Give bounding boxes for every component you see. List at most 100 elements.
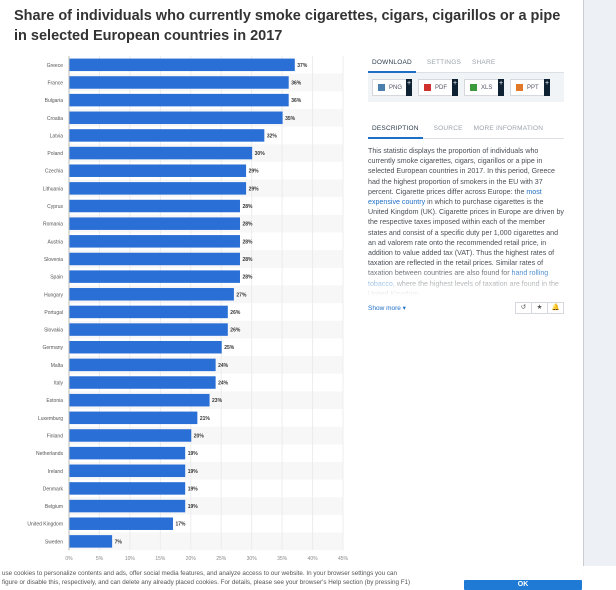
x-tick-label: 35% <box>277 556 288 560</box>
pdf-icon <box>424 84 431 91</box>
category-label: Austria <box>47 239 63 245</box>
category-label: Latvia <box>50 133 64 139</box>
x-tick-label: 30% <box>247 556 258 560</box>
star-icon[interactable]: ★ <box>531 302 548 314</box>
most-expensive-country-link[interactable]: most expensive country <box>368 187 542 207</box>
category-label: Finland <box>47 433 64 439</box>
download-tabs: DOWNLOAD SETTINGS SHARE <box>368 56 564 73</box>
bar-sweden <box>69 535 113 548</box>
plus-icon[interactable]: + <box>498 79 504 96</box>
category-label: Italy <box>54 381 64 387</box>
description-text: This statistic displays the proportion o… <box>368 146 564 296</box>
powerpoint-icon <box>516 84 523 91</box>
data-label: 23% <box>212 398 223 404</box>
data-label: 27% <box>236 292 247 298</box>
tab-source[interactable]: SOURCE <box>433 125 463 132</box>
bar-slovakia <box>69 323 228 336</box>
bar-ireland <box>69 464 186 478</box>
category-label: Malta <box>51 363 63 369</box>
data-label: 30% <box>255 151 266 157</box>
category-label: Denmark <box>43 486 64 492</box>
bar-luxemburg <box>69 411 198 425</box>
category-label: France <box>47 80 63 86</box>
bar-poland <box>69 146 253 160</box>
category-label: Spain <box>50 275 63 281</box>
tab-download[interactable]: DOWNLOAD <box>368 56 416 73</box>
bar-belgium <box>69 499 186 513</box>
category-label: Sweden <box>45 539 63 545</box>
row-stripe <box>69 532 343 551</box>
category-label: Greece <box>47 63 64 69</box>
bar-austria <box>69 235 240 248</box>
data-label: 36% <box>291 80 302 86</box>
history-icon[interactable]: ↺ <box>515 302 532 314</box>
plus-icon[interactable]: + <box>544 79 550 96</box>
download-pdf-button[interactable]: PDF + <box>418 79 458 96</box>
data-label: 28% <box>242 257 253 263</box>
right-sidebar <box>583 0 616 584</box>
data-label: 29% <box>249 186 260 192</box>
data-label: 26% <box>230 310 241 316</box>
data-label: 19% <box>188 486 199 492</box>
bar-portugal <box>69 305 228 319</box>
x-tick-label: 5% <box>96 556 104 560</box>
data-label: 24% <box>218 363 229 369</box>
description-part: This statistic displays the proportion o… <box>368 147 555 196</box>
category-label: Portugal <box>44 310 63 316</box>
x-tick-label: 25% <box>216 556 227 560</box>
download-xls-button[interactable]: XLS + <box>464 79 504 96</box>
download-label: PDF <box>435 84 447 91</box>
data-label: 28% <box>242 275 253 281</box>
bar-hungary <box>69 288 234 301</box>
data-label: 26% <box>230 328 241 334</box>
plus-icon[interactable]: + <box>406 79 412 96</box>
tab-share[interactable]: SHARE <box>472 59 496 66</box>
side-panel: DOWNLOAD SETTINGS SHARE PNG + PDF + XLS + P… <box>368 56 564 314</box>
cookie-banner: use cookies to personalize contents and … <box>0 566 616 590</box>
x-tick-label: 20% <box>186 556 197 560</box>
chart-title: Share of individuals who currently smoke… <box>14 8 561 44</box>
bar-lithuania <box>69 182 247 195</box>
download-ppt-button[interactable]: PPT + <box>510 79 550 96</box>
bar-cyprus <box>69 199 240 213</box>
data-label: 36% <box>291 98 302 104</box>
download-label: XLS <box>481 84 493 91</box>
tab-more-information[interactable]: MORE INFORMATION <box>473 125 544 132</box>
bar-estonia <box>69 393 210 407</box>
x-tick-label: 10% <box>125 556 136 560</box>
x-tick-label: 15% <box>155 556 166 560</box>
data-label: 19% <box>188 504 199 510</box>
cookie-text: use cookies to personalize contents and … <box>2 570 411 586</box>
bell-icon[interactable]: 🔔 <box>547 302 564 314</box>
plus-icon[interactable]: + <box>452 79 458 96</box>
category-label: Czechia <box>45 169 63 175</box>
bar-france <box>69 76 289 89</box>
data-label: 25% <box>224 345 235 351</box>
x-tick-label: 45% <box>338 556 349 560</box>
category-label: Croatia <box>47 116 63 122</box>
bar-croatia <box>69 111 283 125</box>
tab-description[interactable]: DESCRIPTION <box>368 122 423 139</box>
category-label: Lithuania <box>43 186 64 192</box>
data-label: 32% <box>267 133 278 139</box>
category-label: United Kingdom <box>27 522 63 528</box>
category-label: Belgium <box>45 504 63 510</box>
bar-romania <box>69 217 240 230</box>
cookie-ok-button[interactable]: OK <box>464 580 582 590</box>
show-more-link[interactable]: Show more ▾ <box>368 305 406 312</box>
category-label: Ireland <box>48 469 64 475</box>
excel-icon <box>470 84 477 91</box>
action-icons: ↺ ★ 🔔 <box>515 302 564 314</box>
x-tick-label: 0% <box>65 556 73 560</box>
category-label: Bulgaria <box>45 98 64 104</box>
tab-settings[interactable]: SETTINGS <box>426 59 461 66</box>
download-png-button[interactable]: PNG + <box>372 79 412 96</box>
category-label: Netherlands <box>36 451 63 457</box>
data-label: 37% <box>297 63 308 69</box>
data-label: 28% <box>242 204 253 210</box>
bar-denmark <box>69 482 186 495</box>
category-label: Germany <box>42 345 63 351</box>
category-label: Slovenia <box>44 257 63 263</box>
bar-chart: 0% 5% 10% 15% 20% 25% 30% 35% 40% 45% Greece 37% Fra… <box>0 50 360 562</box>
data-label: 35% <box>285 116 296 122</box>
